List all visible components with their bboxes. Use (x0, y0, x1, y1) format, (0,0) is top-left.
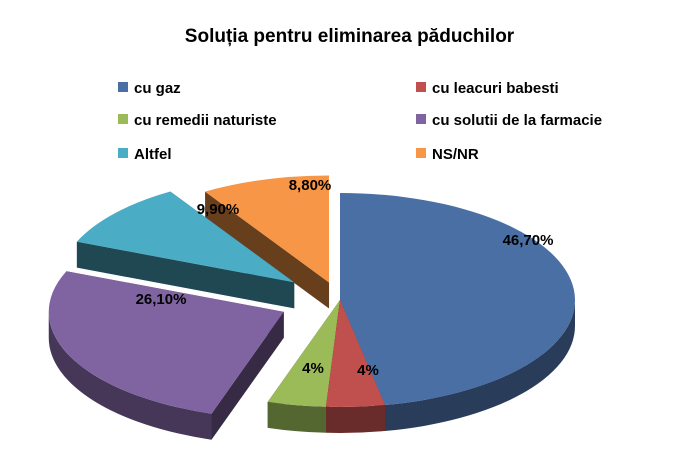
pie-slice-cu-leacuri-babesti (325, 300, 385, 433)
pie-slice-rim (325, 405, 385, 433)
pie-data-label: 46,70% (503, 232, 554, 249)
legend-item-cu-gaz: cu gaz (118, 80, 181, 97)
legend-swatch (416, 114, 426, 124)
pie-data-label: 4% (302, 360, 324, 377)
pie-data-label: 9,90% (197, 201, 240, 218)
pie-slice-rim (267, 401, 326, 433)
pie-slice-top (48, 271, 284, 414)
pie-slice-rim (48, 311, 212, 440)
pie-slice-wall (205, 191, 330, 309)
legend-swatch (118, 82, 128, 92)
pie-slice-wall (76, 241, 295, 309)
pie-slice-top (205, 175, 330, 283)
pie-slice-ns-nr (205, 175, 330, 309)
legend-item-cu-leacuri-babesti: cu leacuri babesti (416, 80, 559, 97)
pie-slice-top (267, 300, 340, 407)
chart-title: Soluția pentru eliminarea păduchilor (184, 26, 515, 47)
pie-slice-wall (211, 311, 284, 440)
pie-slice-altfel (76, 191, 295, 309)
legend-item-cu-remedii-naturiste: cu remedii naturiste (118, 112, 277, 129)
pie-data-label: 26,10% (136, 291, 187, 308)
pie-slice-rim (384, 300, 575, 432)
legend-item-altfel: Altfel (118, 146, 172, 163)
legend-swatch (416, 148, 426, 158)
pie-slice-top (340, 193, 575, 406)
pie-data-label: 8,80% (289, 177, 332, 194)
pie-slice-top (325, 300, 385, 407)
legend-item-cu-solutii-de-la-farmacie: cu solutii de la farmacie (416, 112, 602, 129)
pie-slice-top (76, 191, 295, 283)
legend-swatch (118, 114, 128, 124)
pie-slice-cu-remedii-naturiste (267, 300, 340, 433)
pie-slice-cu-solutii-de-la-farmacie (48, 271, 284, 440)
pie-slices (48, 175, 575, 440)
legend-swatch (416, 82, 426, 92)
pie-data-labels: 46,70% 4% 4% 26,10% 9,90% 8,80% (136, 177, 554, 379)
legend-swatch (118, 148, 128, 158)
chart-legend: cu gaz cu leacuri babesti cu remedii nat… (118, 80, 638, 170)
legend-item-ns-nr: NS/NR (416, 146, 479, 163)
pie-data-label: 4% (357, 362, 379, 379)
